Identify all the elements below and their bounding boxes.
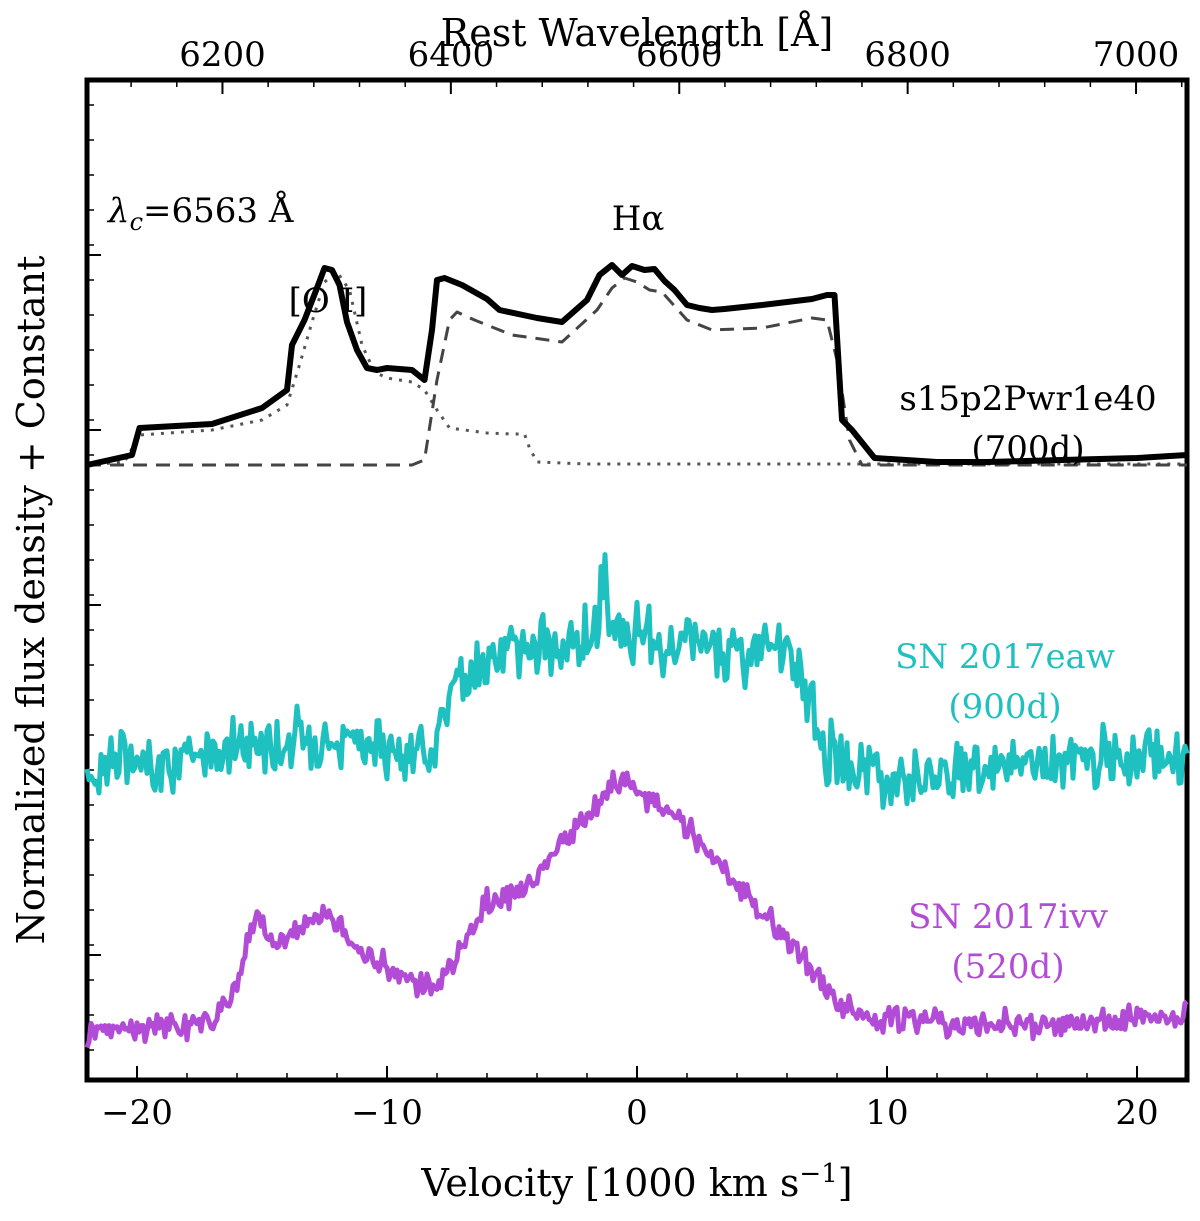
top-tick-label: 6800 [864,35,951,75]
model-epoch-label: (700d) [971,429,1084,469]
halpha-label: Hα [612,199,665,239]
x-tick-label: −10 [351,1093,423,1133]
x-tick-label: 10 [865,1093,908,1133]
x-axis-title-main: Velocity [1000 km s [420,1161,799,1205]
eaw-spectrum-line [84,552,1190,810]
eaw-epoch-label: (900d) [948,687,1061,727]
top-axis-title: Rest Wavelength [Å] [441,11,834,55]
x-tick-label: 20 [1115,1093,1158,1133]
axis-ticks: −20 −10 0 10 20 6200 6400 6600 6800 7000 [86,35,1188,1133]
x-axis-title-sup: −1 [799,1159,837,1189]
x-tick-label: 0 [626,1093,648,1133]
top-tick-label: 6600 [636,35,723,75]
oi-label: [O I] [289,281,368,321]
lambda-symbol: λ [106,191,130,231]
x-axis-title-close: ] [838,1161,853,1205]
halpha-component-line [87,276,1187,467]
lambda-value: =6563 Å [143,190,294,231]
y-axis-title: Normalized flux density + Constant [9,256,53,945]
ivv-epoch-label: (520d) [951,947,1064,987]
x-axis-title: Velocity [1000 km s−1] [420,1159,852,1205]
lambda-c-label: λc=6563 Å [106,190,294,236]
x-tick-label: −20 [101,1093,173,1133]
ivv-spectrum-line [84,769,1189,1049]
model-total-line [86,262,1188,468]
top-tick-label: 6200 [179,35,266,75]
top-tick-label: 6400 [408,35,495,75]
oi-component-line [86,270,1187,467]
model-name-label: s15p2Pwr1e40 [899,379,1156,419]
ivv-name-label: SN 2017ivv [908,897,1108,937]
lambda-subscript: c [130,208,143,236]
top-tick-label: 7000 [1093,35,1180,75]
eaw-name-label: SN 2017eaw [895,637,1115,677]
series-layer [84,262,1190,1049]
